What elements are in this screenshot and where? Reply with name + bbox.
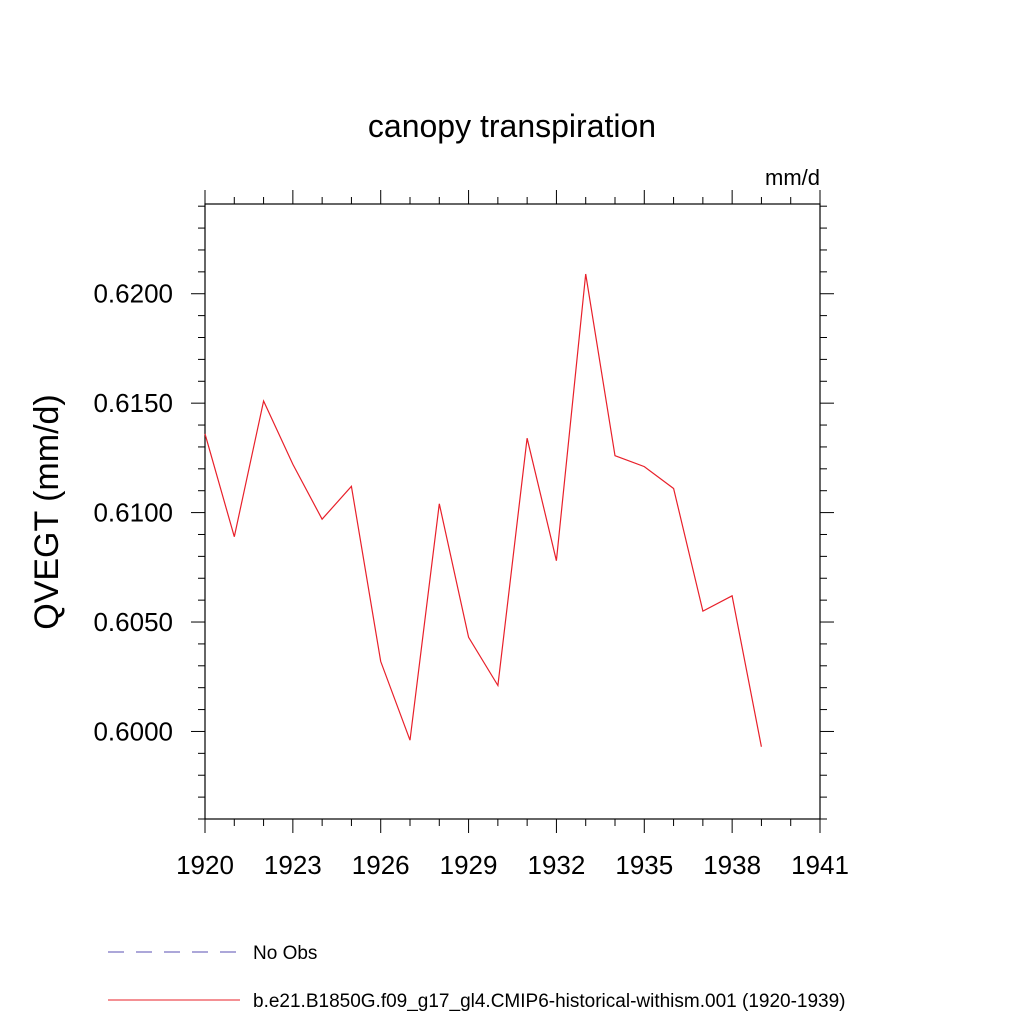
x-tick-label: 1935: [615, 850, 673, 880]
y-tick-label: 0.6150: [93, 388, 173, 418]
x-tick-label: 1929: [440, 850, 498, 880]
y-tick-label: 0.6100: [93, 498, 173, 528]
y-tick-label: 0.6200: [93, 279, 173, 309]
legend-label: No Obs: [253, 943, 317, 964]
chart-title: canopy transpiration: [368, 108, 656, 144]
plot-axes: 1920 1923 1926 1929 1932 1935 1938 1941 0.6000 0.…: [93, 190, 849, 880]
plot-frame: [204, 203, 821, 820]
x-tick-label: 1932: [528, 850, 586, 880]
y-axis-label: QVEGT (mm/d): [28, 394, 66, 630]
x-tick-label: 1938: [703, 850, 761, 880]
x-tick-label: 1923: [264, 850, 322, 880]
x-tick-label: 1941: [791, 850, 849, 880]
series-layer: [204, 273, 762, 747]
y-tick-label: 0.6050: [93, 607, 173, 637]
x-tick-label: 1920: [176, 850, 234, 880]
legend: No Obs b.e21.B1850G.f09_g17_gl4.CMIP6-his…: [108, 943, 846, 1012]
x-tick-label: 1926: [352, 850, 410, 880]
legend-label: b.e21.B1850G.f09_g17_gl4.CMIP6-historica…: [253, 991, 846, 1012]
series-line: [204, 273, 762, 747]
y-tick-label: 0.6000: [93, 716, 173, 746]
units-label: mm/d: [765, 165, 820, 190]
